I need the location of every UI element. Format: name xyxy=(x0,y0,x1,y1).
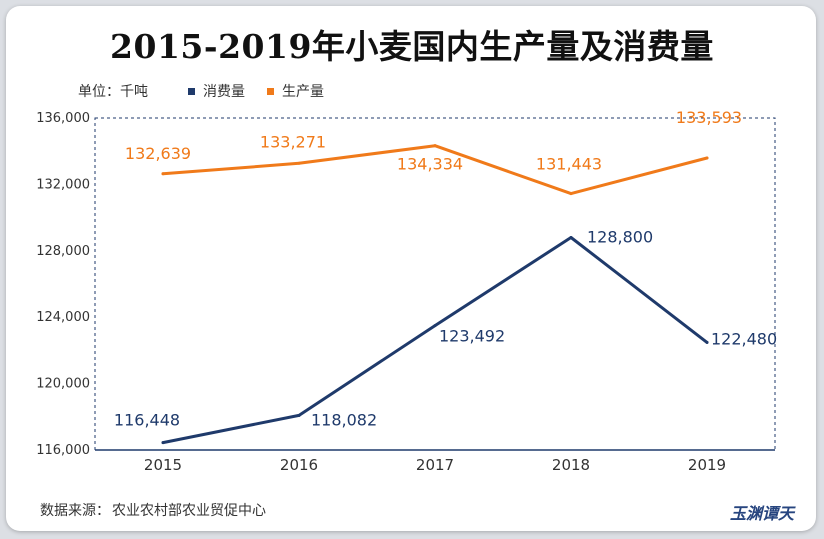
production-data-label: 132,639 xyxy=(125,144,191,163)
y-axis-ticks: 116,000 120,000 124,000 128,000 132,000 136,0… xyxy=(36,111,90,458)
production-data-label: 134,334 xyxy=(397,155,463,174)
production-data-label: 133,593 xyxy=(676,108,742,127)
consumption-data-label: 128,800 xyxy=(587,228,653,247)
y-tick-label: 120,000 xyxy=(36,377,90,392)
legend-swatch-production xyxy=(267,87,274,95)
legend: 单位：千吨 消费量 生产量 xyxy=(78,81,346,101)
y-tick-label: 116,000 xyxy=(36,443,90,458)
production-data-label: 131,443 xyxy=(536,155,602,174)
legend-swatch-consumption xyxy=(188,87,195,95)
consumption-point xyxy=(705,340,709,344)
legend-item-production: 生产量 xyxy=(267,81,324,101)
legend-label-consumption: 消费量 xyxy=(203,84,245,100)
series-group xyxy=(161,144,709,445)
source-text: 农业农村部农业贸促中心 xyxy=(112,503,266,519)
source-note: 数据来源： 农业农村部农业贸促中心 xyxy=(40,500,266,520)
chart-card xyxy=(6,6,816,531)
y-tick-label: 124,000 xyxy=(36,310,90,325)
y-tick-label: 132,000 xyxy=(36,177,90,192)
y-tick-label: 136,000 xyxy=(36,111,90,126)
consumption-data-label: 118,082 xyxy=(311,410,377,429)
x-tick-label: 2015 xyxy=(144,456,182,474)
legend-item-consumption: 消费量 xyxy=(188,81,245,101)
unit-label: 单位：千吨 xyxy=(78,84,148,100)
production-data-label: 133,271 xyxy=(260,132,326,151)
data-labels: 132,639 133,271 134,334 131,443 133,593 116,4… xyxy=(114,108,777,430)
production-point xyxy=(569,192,573,196)
x-tick-label: 2018 xyxy=(552,456,590,474)
source-label: 数据来源： xyxy=(40,503,110,519)
consumption-point xyxy=(161,441,165,445)
consumption-data-label: 122,480 xyxy=(711,329,777,348)
chart-title: 2015-2019年小麦国内生产量及消费量 xyxy=(110,27,714,66)
consumption-point xyxy=(297,413,301,417)
x-tick-label: 2017 xyxy=(416,456,454,474)
consumption-point xyxy=(433,324,437,328)
consumption-data-label: 123,492 xyxy=(439,327,505,346)
production-point xyxy=(297,161,301,165)
watermark-logo: 玉渊谭天 xyxy=(730,504,795,523)
legend-label-production: 生产量 xyxy=(282,84,324,100)
consumption-point xyxy=(569,236,573,240)
x-axis-ticks: 2015 2016 2017 2018 2019 xyxy=(144,456,726,474)
x-tick-label: 2019 xyxy=(688,456,726,474)
x-tick-label: 2016 xyxy=(280,456,318,474)
production-point xyxy=(705,156,709,160)
production-point xyxy=(161,172,165,176)
consumption-line xyxy=(161,236,709,445)
y-tick-label: 128,000 xyxy=(36,244,90,259)
production-point xyxy=(433,144,437,148)
consumption-data-label: 116,448 xyxy=(114,411,180,430)
